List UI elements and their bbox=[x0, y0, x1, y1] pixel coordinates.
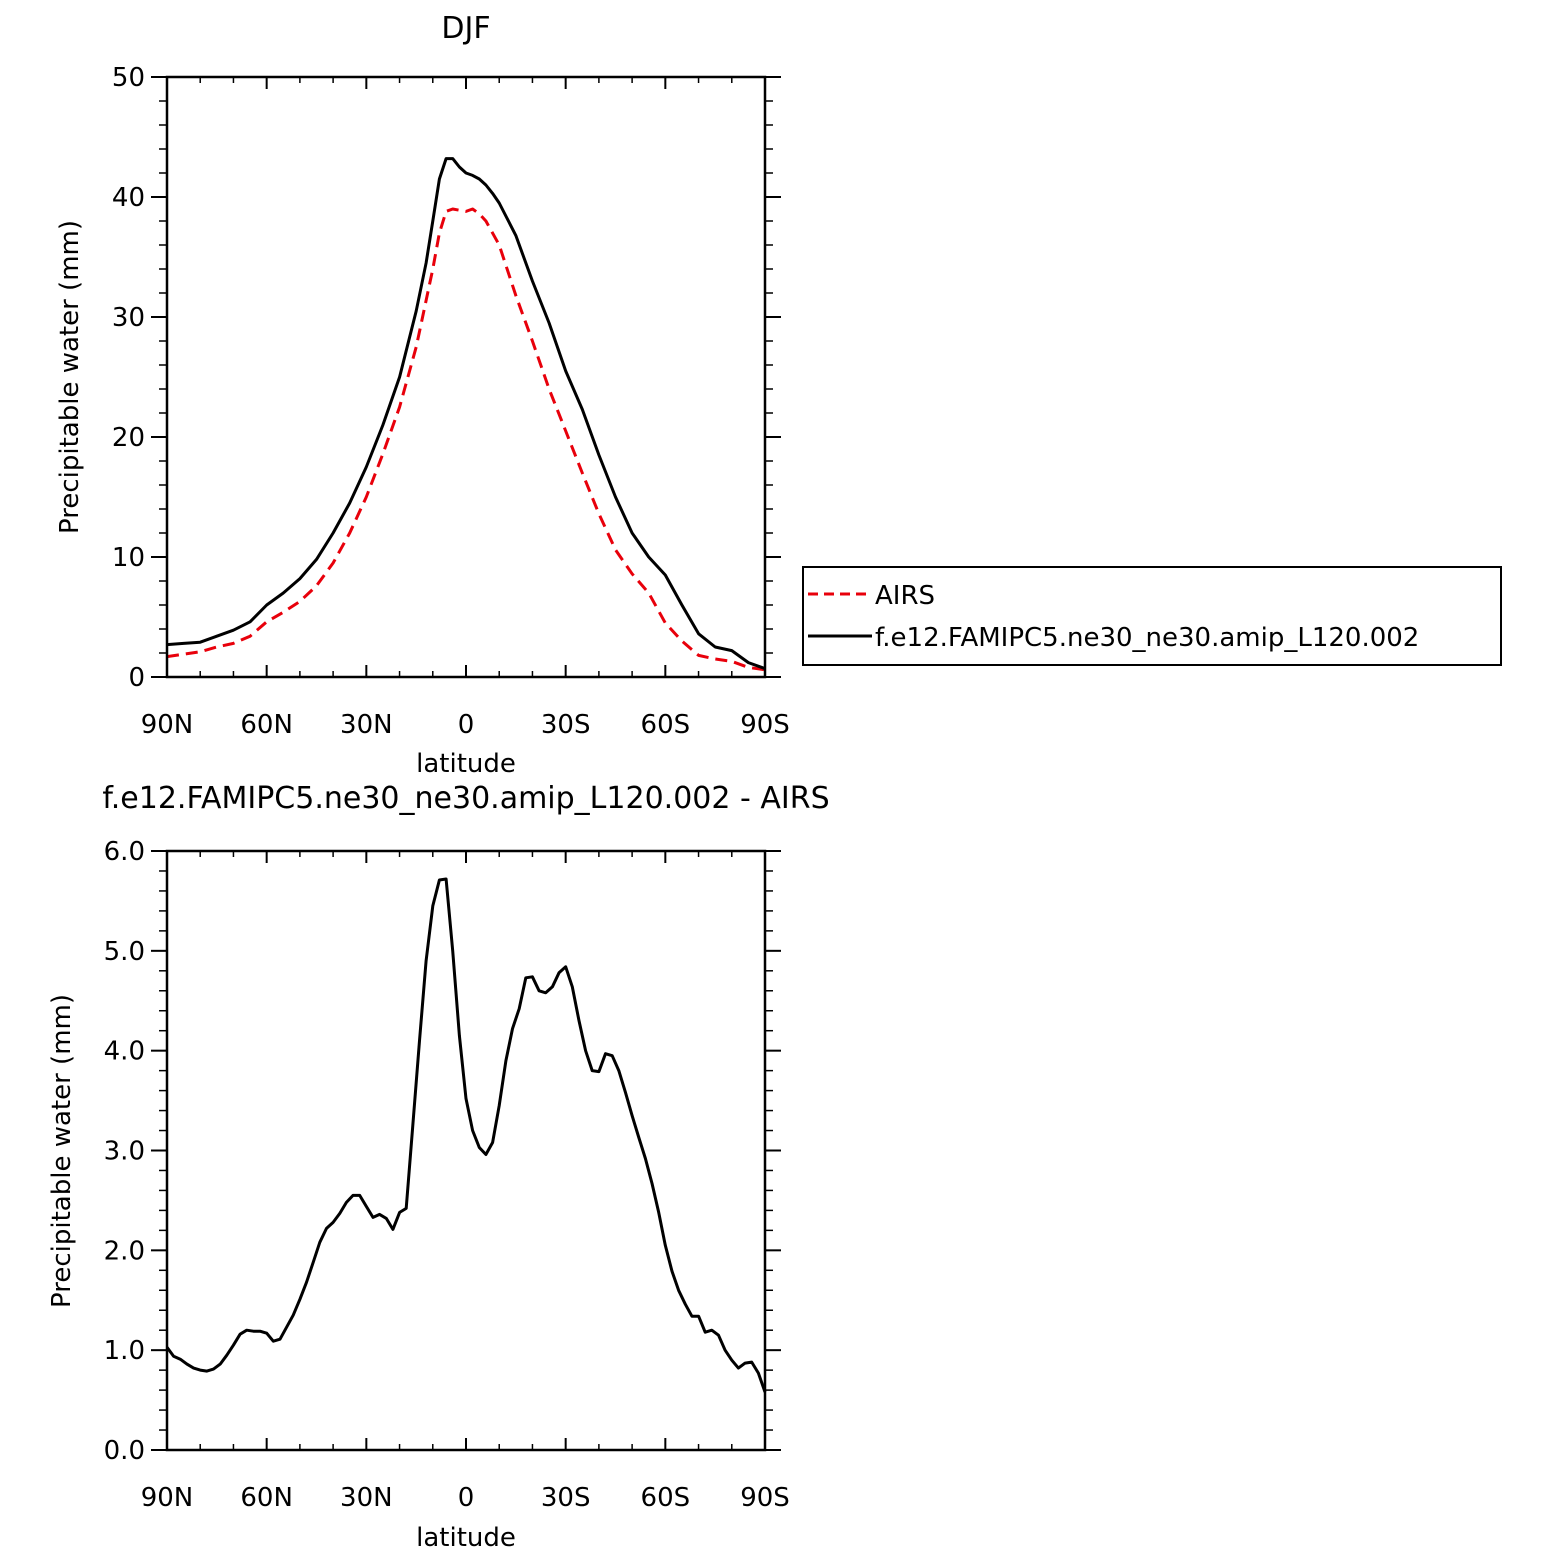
top-panel-x-tick-label: 90N bbox=[141, 710, 194, 740]
top-panel-x-tick-label: 60N bbox=[240, 710, 293, 740]
top-panel-y-tick-label: 50 bbox=[112, 63, 145, 93]
top-panel: DJF Precipitable water (mm) latitude 90N… bbox=[55, 11, 790, 779]
top-panel-series-line-0 bbox=[166, 207, 766, 672]
top-panel-y-tick-label: 20 bbox=[112, 423, 145, 453]
bottom-panel-y-tick-label: 6.0 bbox=[104, 837, 145, 867]
bottom-panel-title: f.e12.FAMIPC5.ne30_ne30.amip_L120.002 - … bbox=[102, 781, 829, 816]
top-panel-x-tick-label: 90S bbox=[740, 710, 790, 740]
legend-box bbox=[802, 566, 1502, 666]
bottom-panel-x-tick-label: 0 bbox=[458, 1483, 475, 1513]
bottom-panel-frame bbox=[165, 849, 767, 1452]
bottom-panel-y-tick-label: 1.0 bbox=[104, 1336, 145, 1366]
top-panel-x-tick-label: 0 bbox=[458, 710, 475, 740]
bottom-panel-x-tick-label: 30S bbox=[541, 1483, 591, 1513]
bottom-panel-lines bbox=[165, 877, 767, 1393]
top-panel-series-line-1 bbox=[166, 157, 766, 671]
top-panel-y-tick-label: 40 bbox=[112, 183, 145, 213]
bottom-panel: f.e12.FAMIPC5.ne30_ne30.amip_L120.002 - … bbox=[47, 781, 830, 1553]
top-panel-ylabel: Precipitable water (mm) bbox=[55, 220, 85, 534]
legend-label-model: f.e12.FAMIPC5.ne30_ne30.amip_L120.002 bbox=[875, 623, 1419, 653]
bottom-panel-x-tick-label: 60N bbox=[240, 1483, 293, 1513]
bottom-panel-y-tick-label: 0.0 bbox=[104, 1436, 145, 1466]
bottom-panel-y-tick-label: 4.0 bbox=[104, 1037, 145, 1067]
legend: AIRS f.e12.FAMIPC5.ne30_ne30.amip_L120.0… bbox=[802, 566, 1502, 666]
bottom-panel-y-tick-label: 3.0 bbox=[104, 1137, 145, 1167]
top-panel-x-tick-label: 60S bbox=[641, 710, 691, 740]
bottom-panel-x-tick-label: 30N bbox=[340, 1483, 393, 1513]
top-panel-x-tick-label: 30S bbox=[541, 710, 591, 740]
legend-label-airs: AIRS bbox=[875, 581, 935, 611]
bottom-panel-axes: 90N 60N 30N 0 30S 60S 90S 0.0 1.0 2.0 3.0 4.0 5.0 6.0 bbox=[104, 837, 790, 1513]
top-panel-y-tick-label: 30 bbox=[112, 303, 145, 333]
bottom-panel-y-tick-label: 2.0 bbox=[104, 1236, 145, 1266]
bottom-panel-xlabel: latitude bbox=[416, 1523, 516, 1553]
top-panel-xlabel: latitude bbox=[416, 749, 516, 779]
top-panel-axes: 90N 60N 30N 0 30S 60S 90S 0 10 20 30 40 50 bbox=[112, 63, 790, 740]
top-panel-y-tick-label: 10 bbox=[112, 543, 145, 573]
bottom-panel-ylabel: Precipitable water (mm) bbox=[47, 994, 77, 1308]
bottom-panel-y-tick-label: 5.0 bbox=[104, 937, 145, 967]
top-panel-title: DJF bbox=[441, 11, 490, 46]
top-panel-x-tick-label: 30N bbox=[340, 710, 393, 740]
top-panel-frame bbox=[165, 75, 767, 679]
top-panel-lines bbox=[166, 157, 766, 672]
top-panel-y-tick-label: 0 bbox=[128, 663, 145, 693]
bottom-panel-series-line-0 bbox=[165, 877, 767, 1393]
bottom-panel-x-tick-label: 90N bbox=[141, 1483, 194, 1513]
bottom-panel-x-tick-label: 60S bbox=[641, 1483, 691, 1513]
bottom-panel-x-tick-label: 90S bbox=[740, 1483, 790, 1513]
